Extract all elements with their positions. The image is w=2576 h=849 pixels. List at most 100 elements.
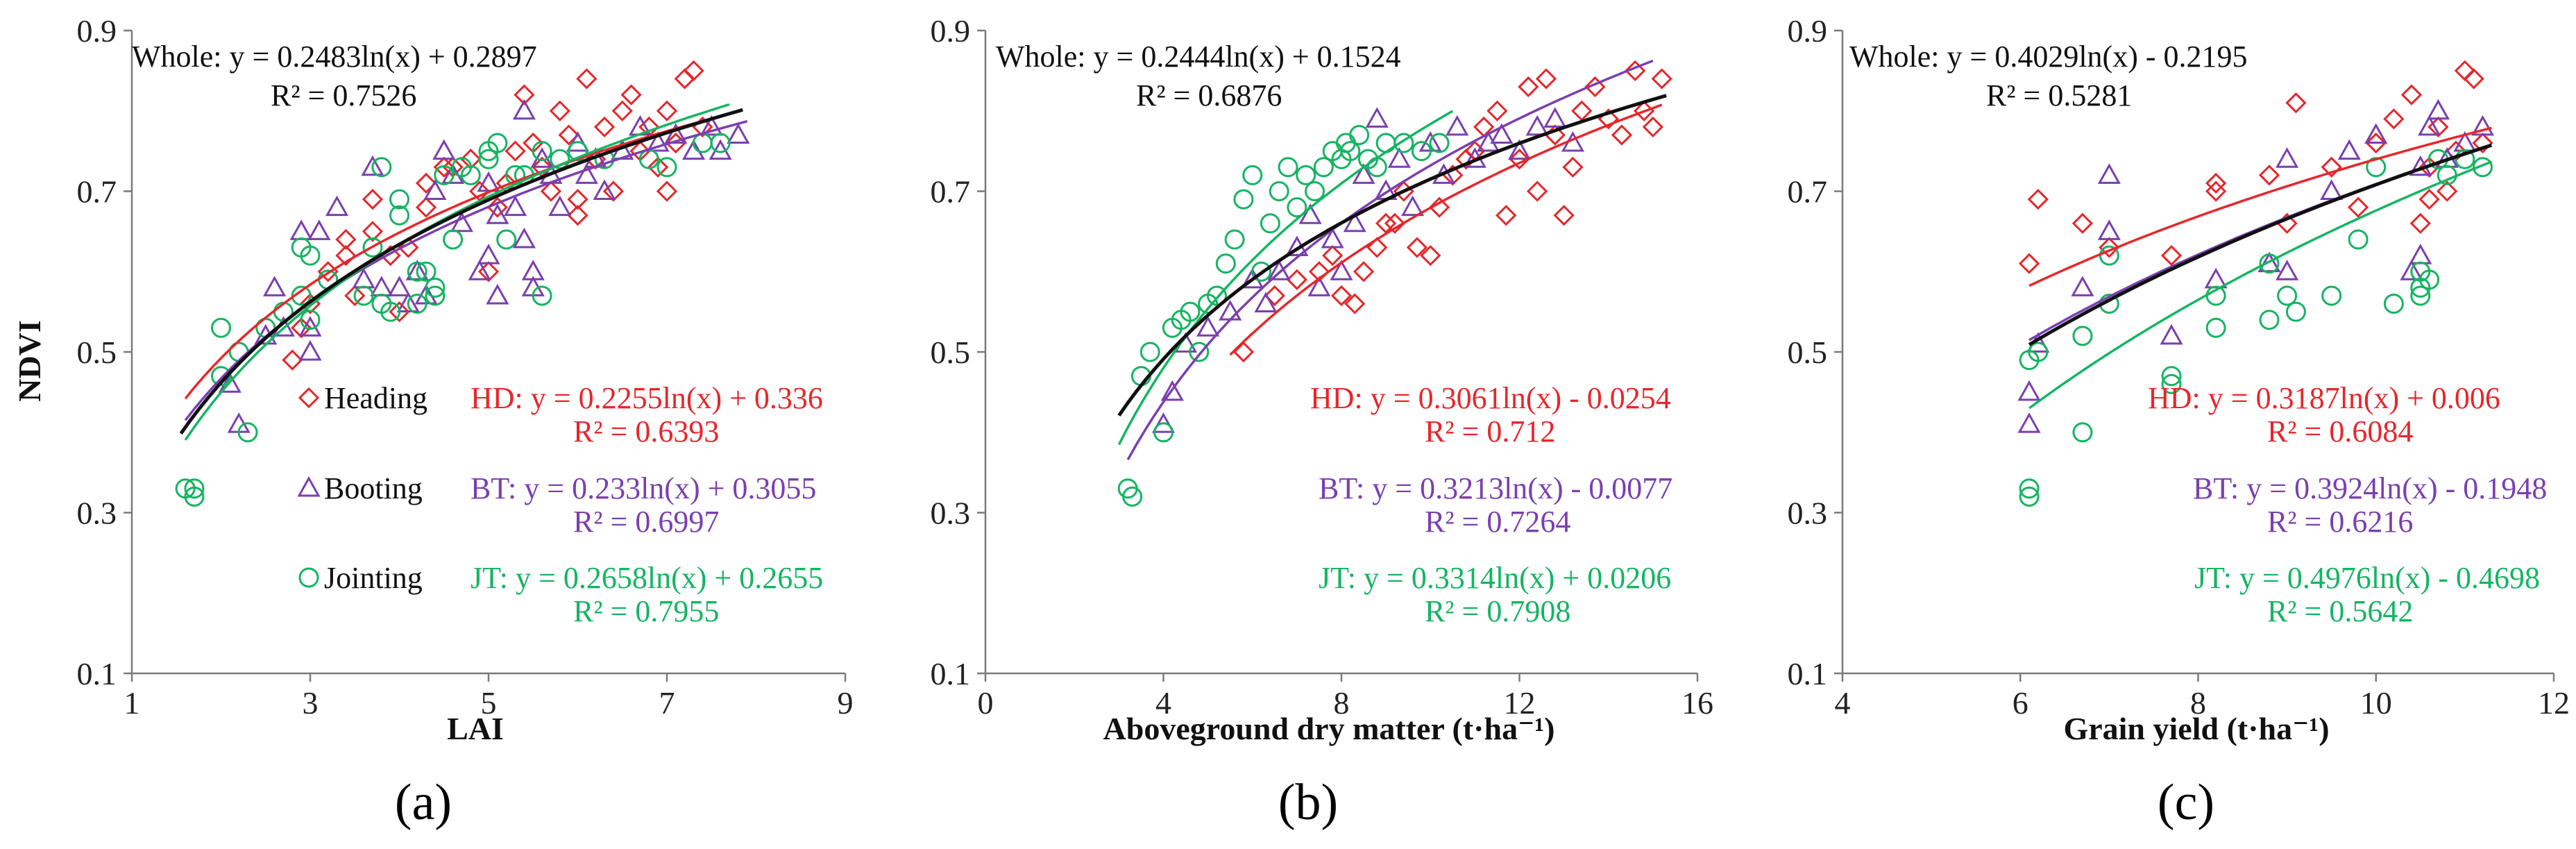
plot-area: 4 6 8 10 12 0.1 0.3 0.5 0.7 0.9 [1788, 13, 2570, 721]
jointing-point [638, 149, 659, 169]
heading-point [1486, 100, 1508, 121]
jointing-point [353, 285, 374, 306]
jointing-point [1305, 181, 1325, 201]
heading-point [1330, 285, 1353, 307]
jointing-point [710, 133, 731, 153]
x-tick-label: 10 [2360, 685, 2392, 721]
heading-point [2418, 188, 2440, 210]
heading-point [1420, 244, 1441, 267]
booting-point [2409, 244, 2432, 264]
heading-equation: HD: y = 0.2255ln(x) + 0.336 [471, 381, 823, 415]
booting-point [700, 115, 723, 136]
panel-label-c: (c) [2158, 774, 2214, 831]
jointing-point [2259, 253, 2280, 274]
heading-point [647, 156, 669, 178]
booting-point [432, 139, 456, 160]
heading-point [1509, 149, 1530, 170]
legend-booting-marker [297, 476, 321, 497]
heading-point [567, 188, 588, 210]
jointing-point [2419, 269, 2440, 290]
plot-area: 1 3 5 7 9 0.1 0.3 0.5 0.7 0.9 [77, 13, 854, 721]
chart-panel-c: 4 6 8 10 12 0.1 0.3 0.5 0.7 0.9 Whole: y = 0.4029… [1788, 13, 2570, 831]
heading-point [335, 244, 357, 267]
heading-point [2018, 253, 2040, 274]
jointing-point [371, 157, 392, 178]
jointing-point [1313, 157, 1334, 178]
booting-point [405, 260, 429, 280]
x-tick-label: 4 [1835, 685, 1851, 721]
y-tick-label: 0.3 [931, 496, 971, 531]
jointing-point [1429, 133, 1450, 153]
x-tick-label: 12 [2538, 685, 2570, 721]
jointing-point [460, 165, 481, 185]
x-axis-title: Aboveground dry matter (t·ha⁻¹) [1103, 711, 1555, 746]
booting-point [2276, 260, 2299, 280]
heading-fit-curve [2028, 126, 2492, 287]
jointing-point [1153, 422, 1173, 443]
y-tick-label: 0.5 [931, 335, 971, 370]
booting-equation: BT: y = 0.3213ln(x) - 0.0077 [1319, 471, 1672, 505]
heading-r2: R² = 0.712 [1425, 414, 1555, 448]
jointing-point [211, 317, 231, 338]
booting-point [361, 155, 384, 176]
x-tick-label: 16 [1681, 685, 1713, 721]
heading-point [2258, 165, 2280, 186]
heading-point [549, 100, 570, 121]
x-tick-label: 4 [1155, 685, 1171, 721]
booting-point [2017, 412, 2041, 433]
heading-point [1625, 60, 1646, 81]
heading-point [505, 140, 526, 162]
booting-point [2071, 276, 2094, 296]
booting-point [2017, 380, 2041, 401]
heading-r2: R² = 0.6393 [573, 414, 719, 448]
y-tick-label: 0.3 [77, 496, 117, 531]
heading-point [1651, 68, 1672, 90]
x-tick-label: 8 [1334, 685, 1350, 721]
jointing-point [656, 157, 677, 178]
whole-r2: R² = 0.5281 [1986, 78, 2132, 112]
jointing-point [407, 261, 427, 282]
whole-equation: Whole: y = 0.4029ln(x) - 0.2195 [1849, 40, 2248, 74]
heading-point [1611, 124, 1633, 146]
x-tick-label: 5 [481, 685, 497, 721]
jointing-point [1233, 189, 1254, 210]
x-tick-label: 8 [2190, 685, 2206, 721]
booting-equation: BT: y = 0.233ln(x) + 0.3055 [471, 471, 816, 505]
jointing-point [237, 422, 258, 443]
jointing-point [362, 237, 383, 258]
heading-fit-curve [1229, 103, 1663, 356]
whole-r2: R² = 0.7526 [271, 78, 416, 112]
jointing-point [434, 165, 455, 185]
y-tick-label: 0.5 [1788, 335, 1828, 370]
jointing-point [1251, 261, 1272, 282]
jointing-r2: R² = 0.7908 [1425, 594, 1570, 628]
booting-point [2204, 267, 2228, 289]
jointing-fit-curve [1117, 110, 1454, 446]
jointing-point [1215, 253, 1236, 274]
heading-point [1562, 156, 1584, 178]
jointing-point [2019, 486, 2040, 507]
booting-point [298, 339, 322, 361]
heading-point [1264, 285, 1285, 307]
y-tick-label: 0.3 [1788, 496, 1828, 531]
booting-point [646, 131, 670, 152]
heading-point [1553, 205, 1575, 226]
booting-point [566, 131, 590, 152]
booting-fit-curve [184, 120, 748, 421]
y-tick-label: 0.9 [1788, 13, 1828, 49]
y-tick-label: 0.7 [931, 174, 971, 210]
whole-equation: Whole: y = 0.2444ln(x) + 0.1524 [996, 40, 1401, 74]
jointing-point [550, 149, 570, 169]
jointing-point [2019, 478, 2040, 499]
legend-jointing-label: Jointing [324, 561, 423, 595]
heading-point [683, 60, 704, 81]
x-tick-label: 3 [303, 685, 319, 721]
heading-point [1571, 100, 1593, 121]
booting-point [2276, 147, 2299, 168]
booting-point [1151, 412, 1176, 433]
jointing-point [532, 141, 552, 162]
booting-point [1401, 195, 1425, 217]
heading-point [576, 68, 598, 90]
jointing-point [1189, 342, 1210, 362]
whole-fit-curve [2028, 143, 2493, 346]
